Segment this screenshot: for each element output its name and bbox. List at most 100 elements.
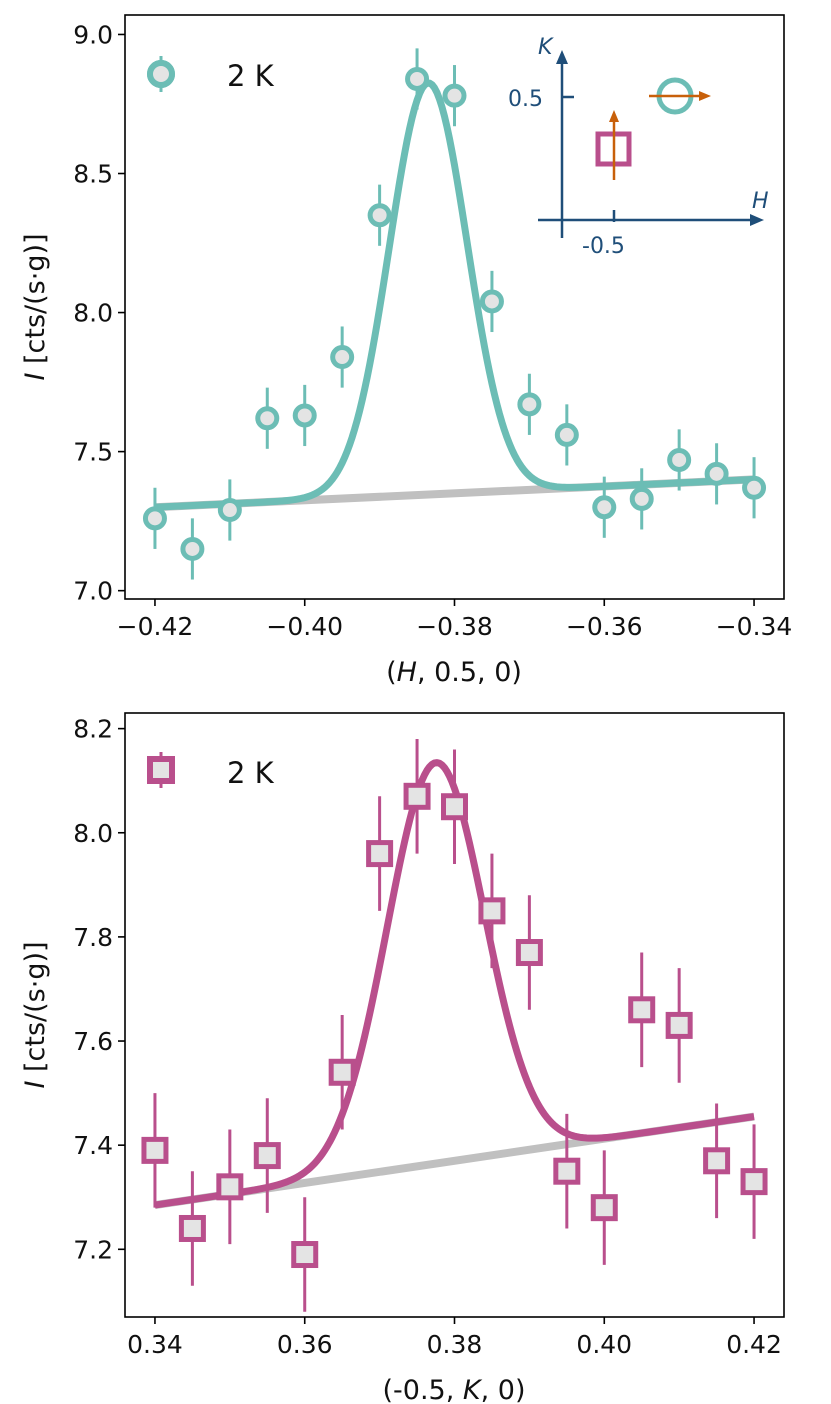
- top-data-point: [742, 457, 767, 519]
- top-legend: 2 K: [147, 56, 275, 93]
- top-x-tick-label: −0.42: [117, 612, 194, 641]
- top-data-point: [479, 270, 504, 333]
- bottom-legend-marker: [147, 756, 175, 784]
- bottom-data-point: [553, 1113, 581, 1229]
- bottom-data-point: [366, 796, 394, 911]
- top-data-point: [629, 468, 654, 530]
- top-marker: [667, 447, 692, 472]
- top-data-point: [367, 184, 392, 246]
- bottom-data-point: [441, 749, 468, 864]
- top-data-point: [442, 65, 467, 127]
- top-y-tick-label: 9.0: [73, 20, 113, 49]
- bottom-x-tick-label: 0.34: [127, 1330, 183, 1359]
- top-marker: [142, 506, 167, 531]
- bottom-data-point: [590, 1150, 618, 1265]
- top-data-point: [592, 476, 617, 538]
- bottom-y-tick-label: 8.0: [73, 819, 113, 848]
- top-marker: [742, 475, 767, 500]
- top-x-tick-label: −0.36: [566, 612, 643, 641]
- top-marker: [180, 536, 205, 561]
- top-data-point: [704, 443, 729, 505]
- bottom-marker: [740, 1168, 768, 1196]
- bottom-x-tick-label: 0.38: [427, 1330, 483, 1359]
- top-marker: [330, 345, 355, 370]
- top-fit-layer: [153, 79, 756, 512]
- bottom-x-tick-label: 0.42: [726, 1330, 782, 1359]
- top-y-tick-label: 7.0: [73, 577, 113, 606]
- inset-square-arrowhead: [609, 110, 619, 122]
- inset-h-tick-label: -0.5: [582, 234, 625, 259]
- top-marker: [217, 498, 242, 523]
- bottom-y-tick-label: 7.8: [73, 923, 113, 952]
- bottom-data-point: [253, 1098, 281, 1213]
- bottom-marker: [628, 996, 656, 1024]
- top-marker: [554, 422, 579, 447]
- bottom-data-point: [478, 853, 506, 969]
- bottom-marker: [441, 793, 468, 821]
- bottom-data-point: [628, 952, 656, 1068]
- top-marker: [517, 392, 542, 417]
- top-ticks-layer: −0.42 −0.40 −0.38 −0.36 −0.34 7.0 7.5 8.0 8.5 9.0: [73, 20, 792, 641]
- bottom-data-point: [178, 1171, 206, 1286]
- top-marker: [479, 289, 504, 314]
- bottom-data-point: [740, 1124, 768, 1239]
- bottom-data-point: [403, 739, 431, 854]
- bottom-data-point: [665, 968, 693, 1083]
- top-data-point: [330, 326, 355, 388]
- bottom-marker: [328, 1058, 356, 1086]
- inset-circle-arrowhead: [699, 91, 711, 101]
- top-data-point: [517, 373, 542, 435]
- bottom-marker: [291, 1241, 319, 1269]
- bottom-ticks-layer: 0.34 0.36 0.38 0.40 0.42 7.2 7.4 7.6 7.8 8.0 8.2: [73, 715, 782, 1359]
- bottom-marker: [216, 1173, 244, 1201]
- bottom-x-axis-label: (-0.5, K, 0): [383, 1375, 526, 1404]
- bottom-y-tick-label: 7.6: [73, 1027, 113, 1056]
- bottom-marker: [141, 1136, 169, 1164]
- bottom-marker: [403, 782, 431, 810]
- top-data-point: [405, 48, 430, 110]
- top-y-tick-label: 7.5: [73, 438, 113, 467]
- panel-top: −0.42 −0.40 −0.38 −0.36 −0.34 7.0 7.5 8.0 8.5 9.0…: [20, 14, 792, 688]
- top-data-point: [217, 479, 242, 541]
- top-marker: [592, 495, 617, 520]
- top-y-axis-label: I [cts/(s·g)]: [20, 233, 51, 380]
- inset-k-label: K: [538, 35, 554, 60]
- bottom-y-tick-label: 8.2: [73, 715, 113, 744]
- top-legend-label: 2 K: [227, 59, 275, 93]
- panel-bottom: 0.34 0.36 0.38 0.40 0.42 7.2 7.4 7.6 7.8 8.0 8.2 2…: [20, 712, 785, 1404]
- inset-h-label: H: [752, 189, 769, 214]
- top-y-tick-label: 8.0: [73, 299, 113, 328]
- bottom-marker: [553, 1157, 581, 1185]
- top-marker: [704, 461, 729, 486]
- top-marker: [629, 486, 654, 511]
- bottom-marker: [178, 1214, 206, 1242]
- inset-h-arrowhead: [750, 214, 764, 226]
- bottom-y-axis-label: I [cts/(s·g)]: [20, 941, 51, 1088]
- top-data-point: [142, 487, 167, 549]
- bottom-marker: [478, 897, 506, 925]
- top-x-axis-label: (H, 0.5, 0): [386, 657, 522, 688]
- top-data-layer: [142, 48, 767, 580]
- bottom-y-tick-label: 7.2: [73, 1235, 113, 1264]
- bottom-x-tick-label: 0.36: [277, 1330, 333, 1359]
- bottom-marker: [703, 1147, 731, 1175]
- inset-k-tick-label: 0.5: [508, 87, 543, 112]
- bottom-y-tick-label: 7.4: [73, 1131, 113, 1160]
- top-y-tick-label: 8.5: [73, 160, 113, 189]
- top-x-tick-label: −0.34: [716, 612, 793, 641]
- inset-k-arrowhead: [556, 50, 568, 64]
- top-marker: [292, 403, 317, 428]
- top-marker: [367, 203, 392, 228]
- top-x-tick-label: −0.38: [416, 612, 493, 641]
- bottom-marker: [665, 1011, 693, 1039]
- bottom-data-point: [515, 895, 543, 1010]
- top-fit-curve: [153, 79, 756, 511]
- top-data-point: [667, 429, 692, 491]
- top-data-point: [180, 518, 205, 580]
- top-data-point: [292, 384, 317, 447]
- top-marker: [255, 406, 280, 431]
- top-marker: [405, 66, 430, 91]
- top-data-point: [255, 387, 280, 449]
- bottom-legend-label: 2 K: [227, 756, 275, 790]
